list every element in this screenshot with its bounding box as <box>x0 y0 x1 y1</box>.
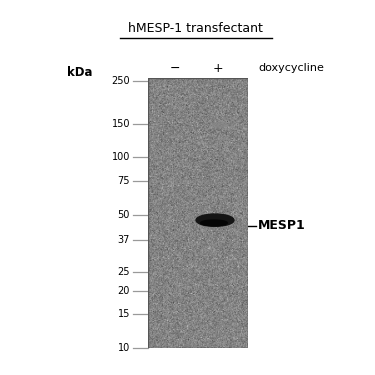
Text: 250: 250 <box>111 76 130 86</box>
Text: 37: 37 <box>118 235 130 244</box>
Text: 150: 150 <box>111 118 130 129</box>
Text: −: − <box>170 62 180 75</box>
Ellipse shape <box>196 214 234 226</box>
Text: 25: 25 <box>117 267 130 277</box>
Ellipse shape <box>212 122 228 127</box>
Text: 20: 20 <box>118 285 130 296</box>
Text: 50: 50 <box>118 210 130 220</box>
Text: doxycycline: doxycycline <box>258 63 324 73</box>
Text: 75: 75 <box>117 176 130 186</box>
Text: MESP1: MESP1 <box>258 219 306 232</box>
Text: hMESP-1 transfectant: hMESP-1 transfectant <box>128 21 262 34</box>
Text: +: + <box>213 62 223 75</box>
Ellipse shape <box>201 220 227 226</box>
Text: kDa: kDa <box>67 66 93 78</box>
Text: 100: 100 <box>112 152 130 162</box>
Text: 15: 15 <box>118 309 130 320</box>
Text: 10: 10 <box>118 343 130 353</box>
